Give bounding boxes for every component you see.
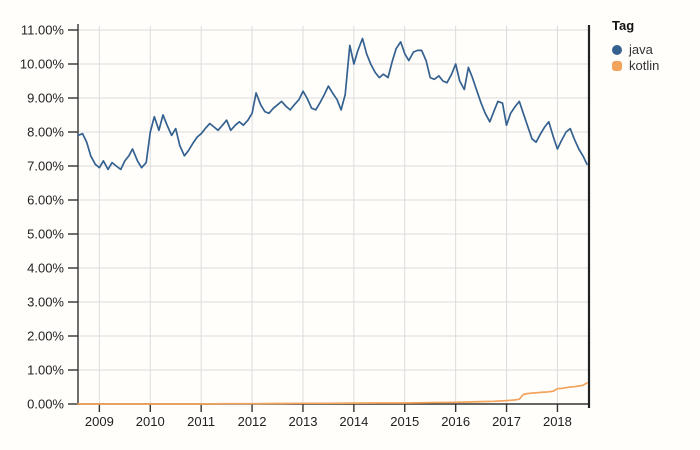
y-tick-label: 11.00% (21, 23, 65, 38)
legend-label-java: java (629, 42, 653, 57)
y-tick-label: 5.00% (27, 227, 64, 242)
y-tick-label: 2.00% (27, 329, 64, 344)
java-series-marker-icon (612, 44, 622, 55)
y-tick-label: 8.00% (27, 125, 64, 140)
legend-label-kotlin: kotlin (629, 58, 660, 73)
x-tick-label: 2009 (85, 414, 114, 429)
y-tick-label: 10.00% (20, 57, 65, 72)
x-tick-label: 2013 (289, 414, 318, 429)
kotlin-series-marker-icon (612, 60, 622, 71)
y-tick-label: 0.00% (27, 397, 64, 412)
y-tick-label: 9.00% (27, 91, 64, 106)
y-tick-label: 4.00% (27, 261, 64, 276)
x-tick-label: 2012 (238, 414, 267, 429)
legend: Tag java kotlin (612, 18, 659, 75)
y-tick-label: 7.00% (27, 159, 64, 174)
x-tick-label: 2014 (339, 414, 368, 429)
java-line (77, 37, 588, 171)
kotlin-line (77, 382, 588, 405)
x-tick-label: 2015 (390, 414, 419, 429)
x-tick-label: 2018 (543, 414, 572, 429)
x-tick-label: 2016 (441, 414, 470, 429)
legend-title: Tag (612, 18, 635, 33)
y-tick-label: 6.00% (27, 193, 64, 208)
y-tick-label: 3.00% (27, 295, 64, 310)
legend-item-java: java (612, 43, 659, 56)
x-tick-label: 2017 (492, 414, 521, 429)
x-tick-label: 2011 (187, 414, 215, 429)
y-tick-label: 1.00% (27, 363, 64, 378)
x-tick-label: 2010 (136, 414, 165, 429)
legend-item-kotlin: kotlin (612, 59, 659, 72)
